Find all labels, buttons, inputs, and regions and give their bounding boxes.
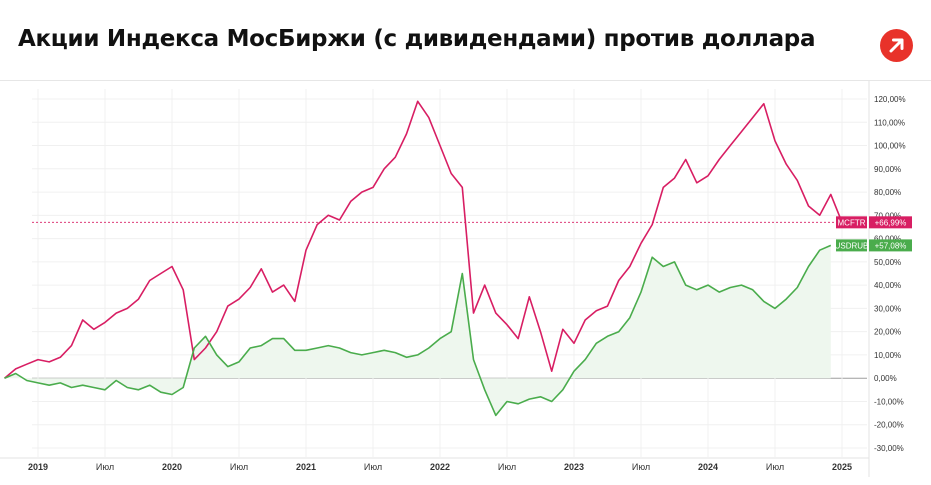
y-tick-label: -30,00% — [874, 444, 904, 453]
badge-value-bg — [869, 216, 912, 229]
badge-name-bg — [836, 239, 867, 252]
y-tick-label: 20,00% — [874, 328, 901, 337]
y-tick-label: 70,00% — [874, 211, 901, 220]
x-tick-label: 2021 — [296, 462, 316, 472]
series-line-usdrub — [4, 244, 832, 417]
y-tick-label: 100,00% — [874, 142, 906, 151]
series-line-mcftr — [3, 100, 843, 379]
x-axis: 2019 Июл 2020 Июл 2021 Июл 2022 Июл 2023 Июл 2024 И… — [28, 462, 852, 472]
y-tick-label: -10,00% — [874, 397, 904, 406]
y-tick-label: -20,00% — [874, 421, 904, 430]
x-tick-label: Июл — [230, 462, 248, 472]
x-tick-label: 2019 — [28, 462, 48, 472]
y-tick-label: 50,00% — [874, 258, 901, 267]
line-chart: 120,00% 110,00% 100,00% 90,00% 80,00% 70,00% 6… — [0, 81, 912, 477]
chart-grid — [0, 81, 870, 477]
x-tick-label: Июл — [766, 462, 784, 472]
badge-name: USDRUB — [835, 241, 869, 250]
series-badges: MCFTR +66,99% USDRUB +57,08% — [835, 216, 912, 252]
x-tick-label: Июл — [632, 462, 650, 472]
area-layer — [4, 245, 831, 416]
x-tick-label: Июл — [364, 462, 382, 472]
y-tick-label: 40,00% — [874, 281, 901, 290]
badge-name-bg — [836, 216, 867, 229]
y-tick-label: 80,00% — [874, 188, 901, 197]
x-tick-label: 2022 — [430, 462, 450, 472]
x-tick-label: Июл — [96, 462, 114, 472]
x-tick-label: 2023 — [564, 462, 584, 472]
badge-name: MCFTR — [838, 218, 866, 227]
x-tick-label: 2025 — [832, 462, 852, 472]
y-tick-label: 60,00% — [874, 235, 901, 244]
badge-usdrub: USDRUB +57,08% — [835, 239, 912, 252]
y-tick-label: 110,00% — [874, 118, 905, 127]
x-tick-label: 2020 — [162, 462, 182, 472]
y-tick-label: 30,00% — [874, 304, 901, 313]
brand-logo[interactable] — [880, 29, 913, 62]
y-tick-label: 90,00% — [874, 165, 901, 174]
reference-lines — [32, 219, 845, 225]
y-tick-label: 0,00% — [874, 374, 897, 383]
badge-value-bg — [869, 239, 912, 252]
usdrub-area — [4, 245, 831, 416]
badge-mcftr: MCFTR +66,99% — [836, 216, 912, 229]
y-tick-label: 10,00% — [874, 351, 901, 360]
page-title: Акции Индекса МосБиржи (с дивидендами) п… — [18, 26, 816, 52]
badge-value: +66,99% — [875, 218, 907, 227]
series-lines — [3, 100, 843, 417]
chart-panel: 120,00% 110,00% 100,00% 90,00% 80,00% 70,00% 6… — [0, 80, 931, 485]
x-tick-label: Июл — [498, 462, 516, 472]
arrow-up-right-icon — [889, 38, 904, 53]
y-tick-label: 120,00% — [874, 95, 906, 104]
badge-value: +57,08% — [875, 241, 907, 250]
y-axis: 120,00% 110,00% 100,00% 90,00% 80,00% 70,00% 6… — [874, 95, 906, 453]
x-tick-label: 2024 — [698, 462, 718, 472]
